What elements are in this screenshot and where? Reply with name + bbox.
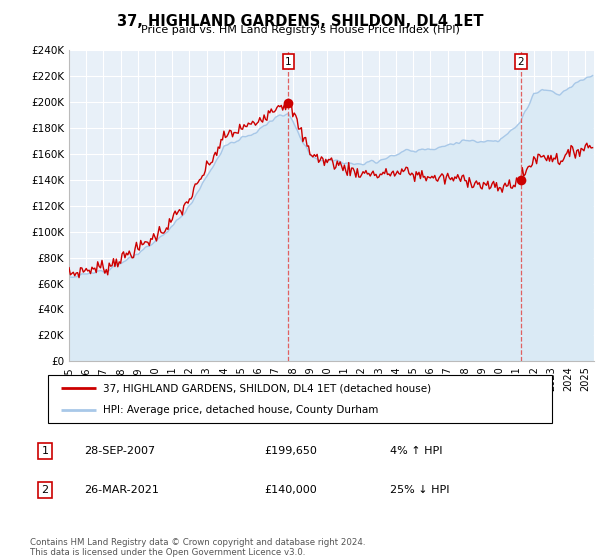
Text: 2: 2 [41,485,49,495]
Text: 28-SEP-2007: 28-SEP-2007 [84,446,155,456]
Text: 1: 1 [41,446,49,456]
Text: 37, HIGHLAND GARDENS, SHILDON, DL4 1ET: 37, HIGHLAND GARDENS, SHILDON, DL4 1ET [117,14,483,29]
Text: 37, HIGHLAND GARDENS, SHILDON, DL4 1ET (detached house): 37, HIGHLAND GARDENS, SHILDON, DL4 1ET (… [103,383,431,393]
Text: 25% ↓ HPI: 25% ↓ HPI [390,485,449,495]
Text: Contains HM Land Registry data © Crown copyright and database right 2024.
This d: Contains HM Land Registry data © Crown c… [30,538,365,557]
Text: HPI: Average price, detached house, County Durham: HPI: Average price, detached house, Coun… [103,405,379,415]
Text: 2: 2 [518,57,524,67]
Text: 26-MAR-2021: 26-MAR-2021 [84,485,159,495]
Text: £199,650: £199,650 [264,446,317,456]
FancyBboxPatch shape [48,375,552,423]
Text: 4% ↑ HPI: 4% ↑ HPI [390,446,443,456]
Text: £140,000: £140,000 [264,485,317,495]
Text: 1: 1 [285,57,292,67]
Text: Price paid vs. HM Land Registry's House Price Index (HPI): Price paid vs. HM Land Registry's House … [140,25,460,35]
